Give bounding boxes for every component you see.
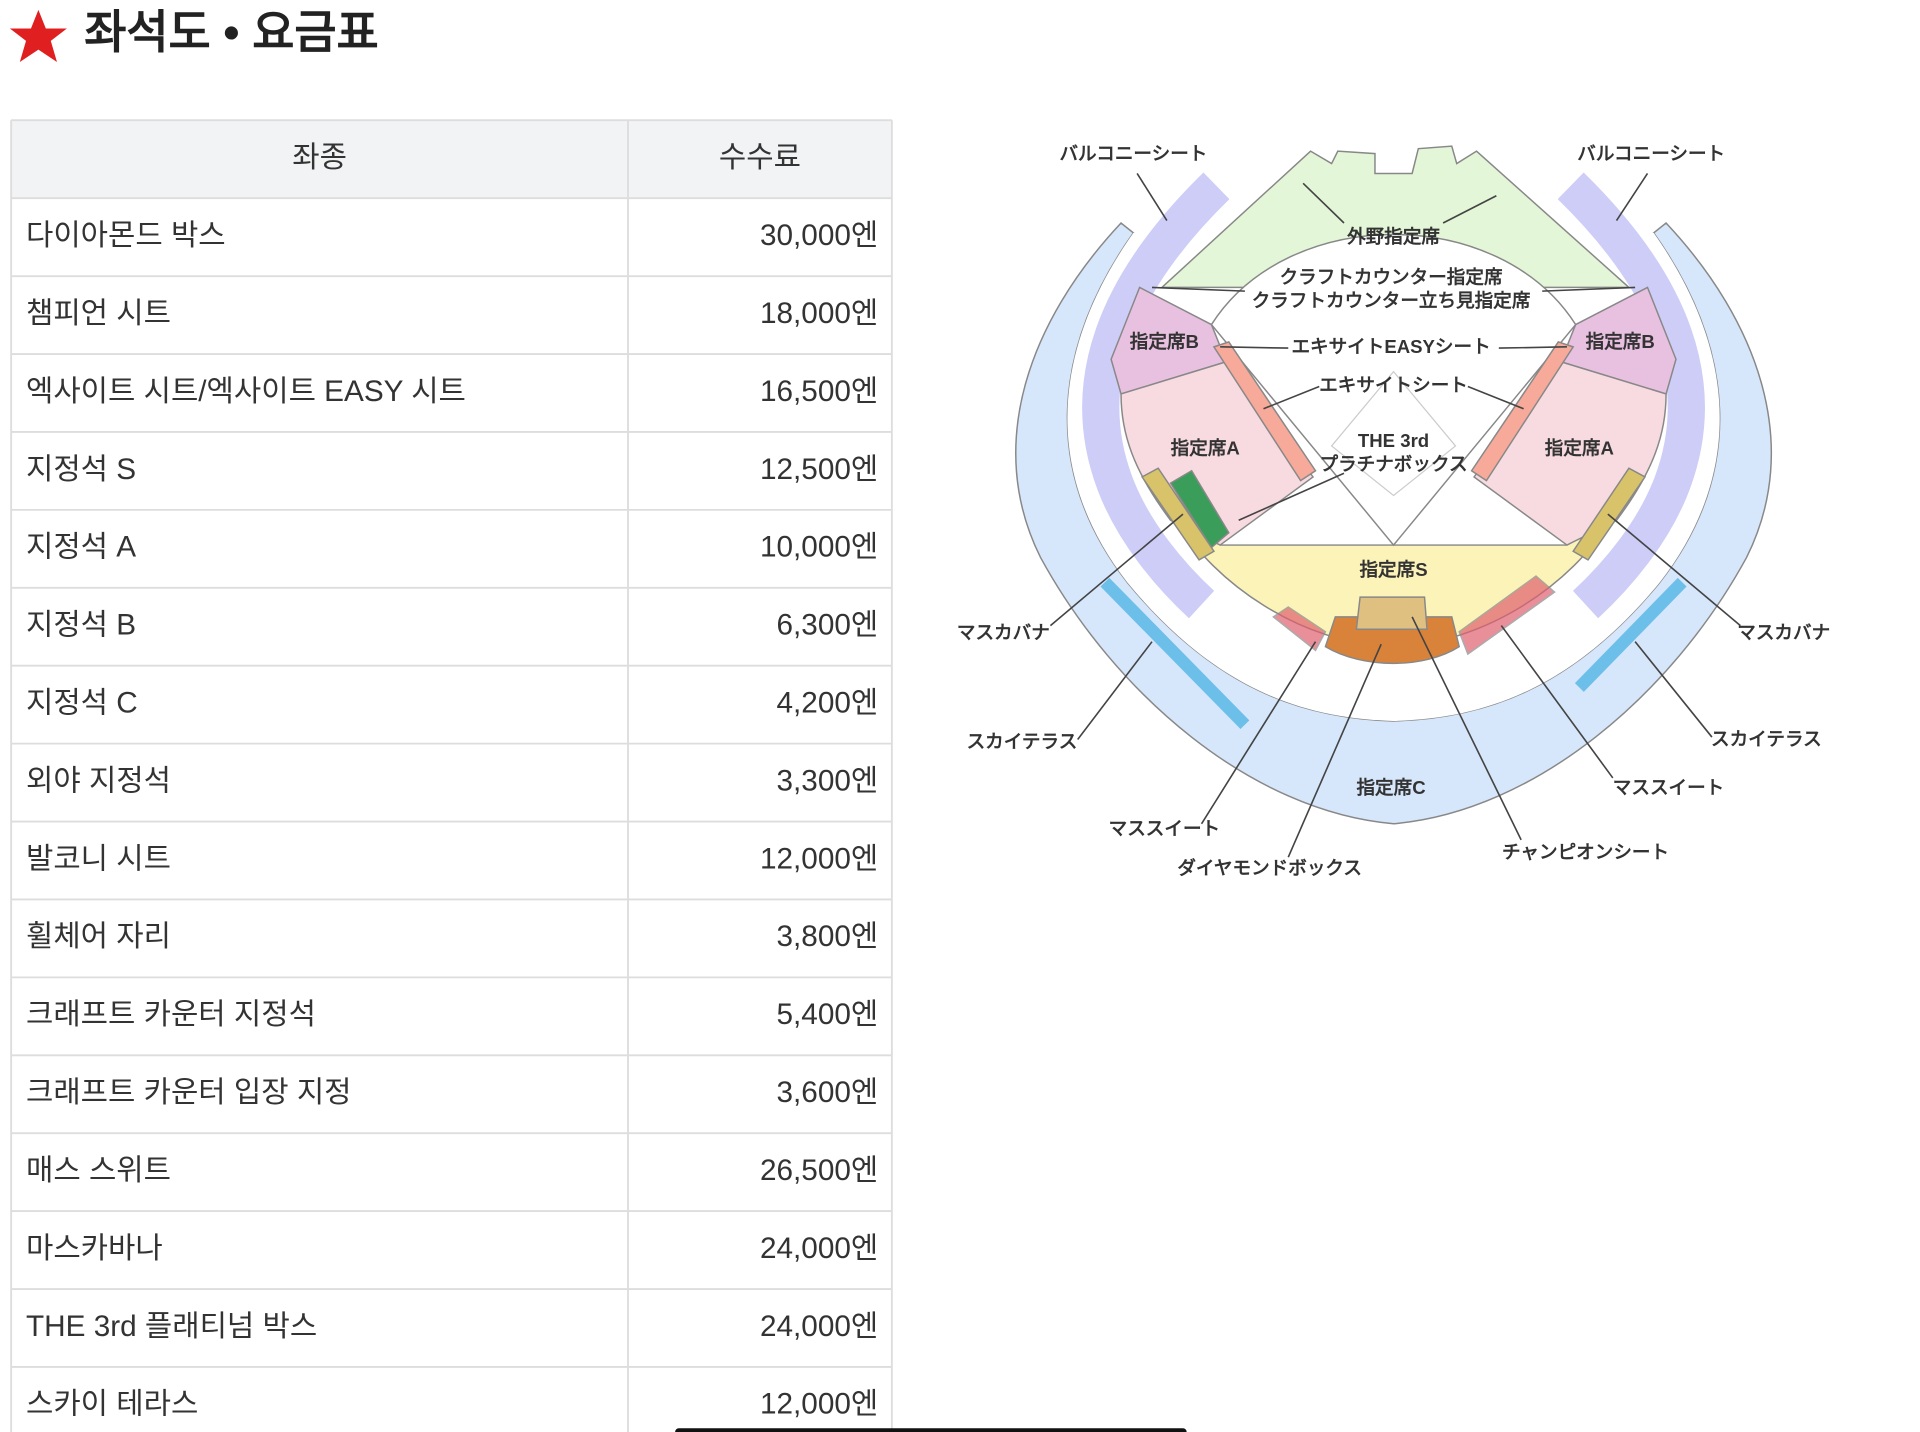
- seat-type: THE 3rd 플래티넘 박스: [26, 1310, 317, 1343]
- table-header-bg: [11, 120, 892, 199]
- skyterrace-left: [1100, 577, 1250, 730]
- price: 3,600엔: [777, 1076, 879, 1109]
- price: 6,300엔: [777, 609, 879, 642]
- diagram-label: バルコニーシート: [1577, 143, 1725, 164]
- infield: [1330, 370, 1457, 497]
- diagram-label: スカイテラス: [1711, 729, 1822, 750]
- price: 18,000엔: [760, 297, 878, 330]
- price: 12,000엔: [760, 842, 878, 875]
- diagram-labels: バルコニーシート バルコニーシート外野指定席クラフトカウンター指定席クラフトカウン…: [957, 143, 1830, 879]
- seat-type: 지정석 S: [26, 453, 136, 486]
- balcony-right: [1557, 172, 1705, 619]
- skyterrace-right: [1574, 577, 1687, 692]
- seat-type: 발코니 시트: [26, 842, 171, 875]
- header-cell: 수수료: [719, 141, 801, 174]
- outfield: [1159, 145, 1631, 289]
- suite-left: [1272, 606, 1327, 652]
- diagram-label: THE 3rd: [1358, 430, 1429, 451]
- price: 24,000엔: [760, 1232, 878, 1265]
- seat-type: 크래프트 카운터 입장 지정: [26, 1076, 352, 1109]
- price: 12,500엔: [760, 453, 878, 486]
- excite-right: [1470, 341, 1575, 482]
- mascabana-left: [1141, 467, 1215, 561]
- diagram-label: バルコニーシート: [1059, 143, 1207, 164]
- page-title: 좌석도 • 요금표: [84, 7, 378, 58]
- diagram-label: 指定席A: [1545, 438, 1614, 459]
- diagram-label: エキサイトシート: [1319, 374, 1468, 395]
- excite-left: [1212, 341, 1317, 482]
- price: 3,300엔: [777, 764, 879, 797]
- seat-type: 다이아몬드 박스: [26, 219, 226, 252]
- field: [1210, 233, 1577, 547]
- seat-type: 마스카바나: [26, 1232, 163, 1265]
- seat-type: 지정석 B: [26, 609, 136, 642]
- seat-type: 외야 지정석: [26, 764, 171, 797]
- seat-type: 지정석 A: [26, 531, 136, 564]
- diagram-label: クラフトカウンター指定席: [1280, 267, 1503, 288]
- seat-type: 휠체어 자리: [26, 920, 171, 953]
- price: 10,000엔: [760, 531, 878, 564]
- diagram-label: マススイート: [1613, 777, 1724, 798]
- diagram-label: ダイヤモンドボックス: [1177, 858, 1362, 879]
- diagram-label: マスカバナ: [957, 622, 1050, 643]
- diagram-label: 指定席A: [1171, 438, 1240, 459]
- diagram-label: チャンピオンシート: [1502, 841, 1669, 862]
- diagram-label: プラチナボックス: [1320, 454, 1468, 475]
- diagram-label: エキサイトEASYシート: [1291, 336, 1490, 357]
- seat-type: 크래프트 카운터 지정석: [26, 998, 316, 1031]
- seat-type: 챔피언 시트: [26, 297, 171, 330]
- price: 24,000엔: [760, 1310, 878, 1343]
- stadium-diagram: バルコニーシート バルコニーシート外野指定席クラフトカウンター指定席クラフトカウン…: [957, 143, 1830, 879]
- diamond-box: [1355, 596, 1428, 631]
- star-icon: [9, 9, 67, 62]
- price: 30,000엔: [760, 219, 878, 252]
- diagram-label: 指定席B: [1130, 331, 1199, 352]
- diagram-label: 外野指定席: [1346, 226, 1440, 247]
- diagram-label: 指定席S: [1359, 559, 1427, 580]
- diagram-label: スカイテラス: [967, 731, 1078, 752]
- price: 3,800엔: [777, 920, 879, 953]
- home-indicator: [675, 1428, 1187, 1432]
- price: 5,400엔: [777, 998, 879, 1031]
- seat-type: 엑사이트 시트/엑사이트 EASY 시트: [26, 375, 466, 408]
- diagram-label: マススイート: [1109, 818, 1220, 839]
- diagram-label: 指定席B: [1586, 331, 1655, 352]
- suite-right: [1458, 575, 1556, 656]
- diagram-label: クラフトカウンター立ち見指定席: [1252, 290, 1531, 311]
- seat-type: 매스 스위트: [26, 1154, 171, 1187]
- seat-type: 지정석 C: [26, 687, 138, 720]
- diagram-label: マスカバナ: [1737, 622, 1830, 643]
- seat-type: 스카이 테라스: [26, 1388, 198, 1421]
- diagram-label: 指定席C: [1356, 777, 1425, 798]
- balcony-left: [1082, 172, 1230, 619]
- price: 16,500엔: [760, 375, 878, 408]
- leader-lines: [1049, 173, 1741, 858]
- price: 4,200엔: [777, 687, 879, 720]
- price: 12,000엔: [760, 1388, 878, 1421]
- price: 26,500엔: [760, 1154, 878, 1187]
- header-cell: 좌종: [292, 141, 347, 174]
